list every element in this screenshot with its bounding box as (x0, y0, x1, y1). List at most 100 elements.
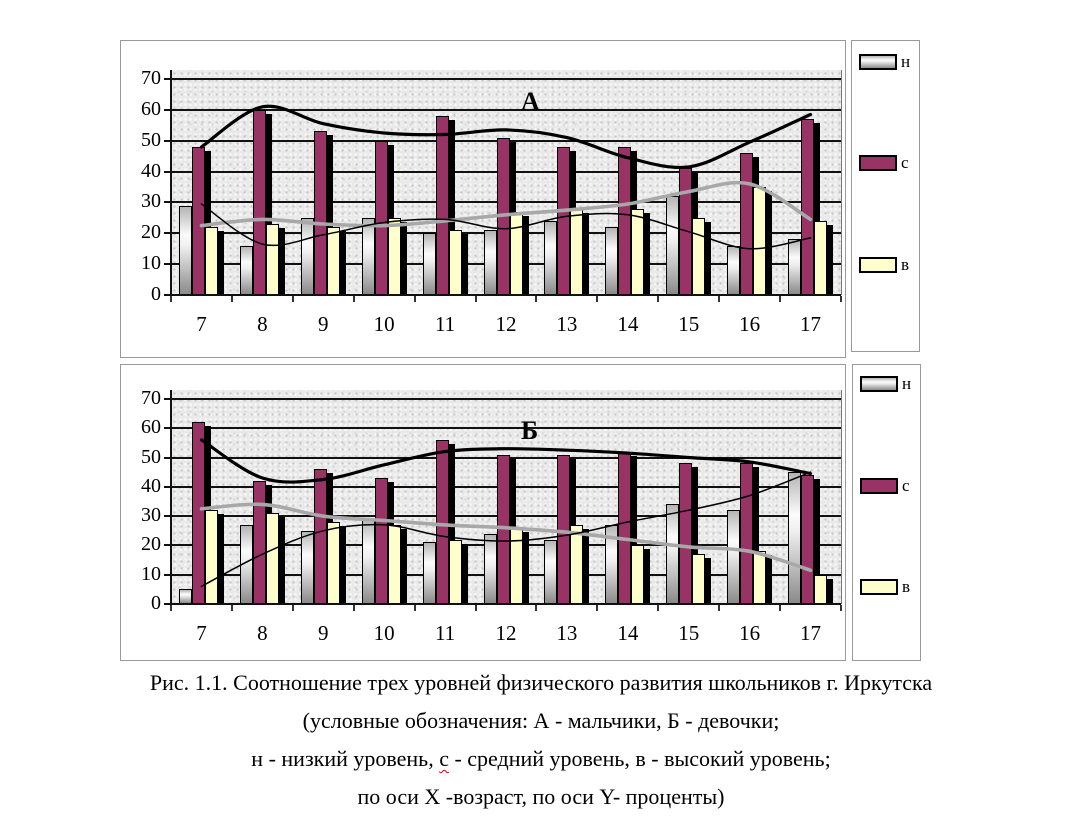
chart-a-bar-v-age-12 (509, 211, 523, 295)
y-axis-line (170, 390, 172, 605)
chart-b-bar-s-age-12 (496, 454, 510, 604)
x-axis-label-15: 15 (678, 621, 700, 645)
chart-b-bar-n-age-17 (788, 472, 802, 604)
legend-item-low: н (852, 52, 919, 71)
chart-b-bar-s-age-7 (192, 422, 205, 604)
x-axis-label-16: 16 (739, 621, 761, 645)
chart-a-bar-s-age-10 (374, 140, 388, 295)
chart-b-bar-s-age-15 (679, 463, 693, 604)
x-axis-tick (779, 605, 782, 611)
chart-a-bar-n-age-13 (544, 220, 558, 295)
y-axis-tick (164, 294, 171, 296)
x-axis-line (170, 603, 841, 605)
chart-a-bar-n-age-8 (239, 245, 253, 295)
y-axis-label-10: 10 (141, 562, 161, 585)
y-axis-label-60: 60 (141, 416, 161, 439)
legend-label-low: н (902, 374, 912, 393)
legend-label-low: н (901, 52, 911, 71)
y-axis-tick (164, 515, 171, 518)
chart-b-bar-s-age-13 (557, 454, 571, 604)
chart-b-bar-v-age-16 (753, 551, 767, 604)
y-axis-tick (164, 544, 171, 547)
chart-a-bar-v-age-14 (631, 208, 645, 295)
y-axis-tick (164, 485, 171, 488)
x-axis-tick (596, 296, 599, 302)
x-axis-tick (779, 296, 782, 302)
chart-b-bar-n-age-9 (300, 530, 314, 604)
x-axis-label-17: 17 (800, 621, 822, 645)
x-axis-label-16: 16 (739, 312, 761, 336)
x-axis-tick (474, 605, 477, 611)
x-axis-tick (840, 605, 842, 611)
x-axis-tick (474, 296, 477, 302)
chart-b-bar-v-age-9 (326, 521, 340, 604)
misspelled-letter: с (439, 746, 449, 771)
chart-a-bar-v-age-7 (205, 227, 218, 295)
y-axis-tick (164, 108, 171, 111)
chart-b-bar-v-age-11 (448, 539, 462, 604)
gridline-60 (171, 108, 841, 111)
chart-a-bar-s-age-14 (618, 146, 632, 295)
chart-a-plot-area (171, 70, 842, 295)
y-axis-line (170, 70, 172, 296)
x-axis-label-9: 9 (318, 312, 329, 336)
legend-label-high: в (902, 577, 911, 596)
x-axis-tick (352, 605, 355, 611)
x-axis-tick (291, 296, 294, 302)
chart-a-bar-v-age-17 (814, 220, 828, 295)
y-axis-tick (164, 573, 171, 576)
x-axis-label-14: 14 (617, 621, 639, 645)
chart-a-bar-s-age-15 (679, 168, 693, 295)
x-axis-label-14: 14 (617, 312, 639, 336)
chart-a-bar-v-age-10 (387, 217, 401, 295)
x-axis-label-8: 8 (257, 621, 268, 645)
caption-line-1: Рис. 1.1. Соотношение трех уровней физич… (149, 670, 933, 695)
y-axis-tick (164, 456, 171, 459)
x-axis-label-11: 11 (434, 312, 456, 336)
x-axis-tick (170, 296, 172, 302)
legend-item-low: н (853, 374, 920, 393)
legend-label-mid: с (901, 153, 909, 172)
chart-b-bar-n-age-10 (361, 519, 375, 604)
chart-b-bar-s-age-8 (252, 480, 266, 604)
y-axis-label-30: 30 (141, 190, 161, 213)
y-axis-tick (164, 232, 171, 235)
chart-a-legend: н с в (851, 40, 920, 352)
x-axis-tick (413, 605, 416, 611)
figure-caption: Рис. 1.1. Соотношение трех уровней физич… (0, 664, 1082, 816)
caption-line-2: (условные обозначения: А - мальчики, Б -… (302, 708, 780, 733)
mid-level-swatch-icon (859, 155, 897, 171)
y-axis-label-40: 40 (141, 159, 161, 182)
y-axis-label-0: 0 (151, 592, 161, 614)
chart-b-bar-n-age-13 (544, 539, 558, 604)
x-axis-label-17: 17 (800, 312, 822, 336)
chart-a-bar-v-age-13 (570, 208, 584, 295)
x-axis-tick (657, 296, 660, 302)
chart-b-plot-area (171, 390, 842, 604)
chart-a-bar-n-age-9 (300, 217, 314, 295)
chart-a-bar-s-age-9 (313, 131, 327, 295)
x-axis-tick (413, 296, 416, 302)
y-axis-tick (164, 397, 171, 400)
x-axis-label-10: 10 (373, 621, 395, 645)
chart-b-bar-v-age-14 (631, 545, 645, 604)
chart-b-letter-label: Б (521, 416, 539, 445)
x-axis-label-7: 7 (196, 312, 207, 336)
legend-item-mid: с (853, 476, 920, 495)
chart-a-bar-n-age-17 (788, 239, 802, 295)
x-axis-tick (170, 605, 172, 611)
gridline-60 (171, 427, 841, 430)
chart-a-bar-s-age-11 (435, 116, 449, 295)
caption-line-3: н - низкий уровень, с - средний уровень,… (251, 746, 831, 771)
x-axis-label-12: 12 (495, 312, 517, 336)
chart-b-bar-v-age-17 (814, 574, 828, 604)
low-level-swatch-icon (860, 376, 898, 392)
x-axis-label-8: 8 (257, 312, 268, 336)
chart-b-bar-n-age-14 (605, 524, 619, 604)
chart-b-bar-n-age-12 (483, 533, 497, 604)
x-axis-tick (657, 605, 660, 611)
chart-b-bar-s-age-11 (435, 439, 449, 604)
legend-label-mid: с (902, 476, 910, 495)
chart-b-bar-s-age-17 (801, 475, 815, 604)
